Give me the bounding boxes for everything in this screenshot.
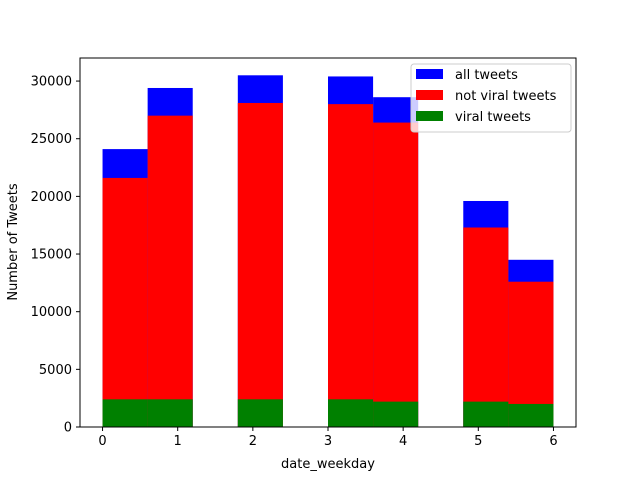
x-tick-label: 6 — [549, 434, 557, 449]
bar-series-1-bin-5 — [328, 104, 374, 427]
bar-series-2-bin-1 — [147, 399, 193, 427]
bar-series-1-bin-1 — [147, 115, 193, 427]
bar-series-1-bin-6 — [373, 122, 419, 427]
x-tick-label: 2 — [249, 434, 257, 449]
y-tick-label: 5000 — [39, 363, 72, 378]
legend-box — [410, 63, 572, 133]
y-axis-ticks: 0 5000 10000 15000 20000 25000 30000 — [31, 75, 80, 436]
legend-label: all tweets — [455, 68, 518, 83]
x-tick-label: 0 — [98, 434, 106, 449]
bar-series-2-bin-5 — [328, 399, 374, 427]
bar-series-1-bin-0 — [102, 177, 148, 427]
y-tick-label: 25000 — [31, 132, 72, 147]
bar-series-1-bin-8 — [463, 227, 509, 427]
y-tick-label: 10000 — [31, 305, 72, 320]
x-tick-label: 3 — [324, 434, 332, 449]
legend-swatch — [416, 69, 443, 79]
bar-series-1-bin-9 — [508, 281, 554, 427]
bar-series-2-bin-6 — [373, 401, 419, 427]
bar-series-2-bin-8 — [463, 401, 509, 427]
y-tick-label: 20000 — [31, 190, 72, 205]
legend: all tweets not viral tweets viral tweets — [410, 63, 572, 133]
x-axis-ticks: 0 1 2 3 4 5 6 — [98, 427, 558, 449]
y-tick-label: 30000 — [31, 75, 72, 90]
legend-label: not viral tweets — [455, 89, 557, 104]
bar-series-2-bin-9 — [508, 403, 554, 427]
y-axis-label: Number of Tweets — [6, 183, 21, 301]
x-tick-label: 4 — [399, 434, 407, 449]
x-axis-label: date_weekday — [281, 457, 375, 472]
x-tick-label: 5 — [474, 434, 482, 449]
y-tick-label: 15000 — [31, 248, 72, 263]
bar-series-1-bin-3 — [237, 102, 283, 428]
legend-swatch — [416, 90, 443, 100]
x-tick-label: 1 — [174, 434, 182, 449]
legend-swatch — [416, 111, 443, 121]
bar-series-2-bin-0 — [102, 399, 148, 427]
bar-series-2-bin-3 — [237, 399, 283, 427]
y-tick-label: 0 — [64, 421, 72, 436]
legend-label: viral tweets — [455, 110, 531, 125]
bars-group — [102, 75, 554, 428]
